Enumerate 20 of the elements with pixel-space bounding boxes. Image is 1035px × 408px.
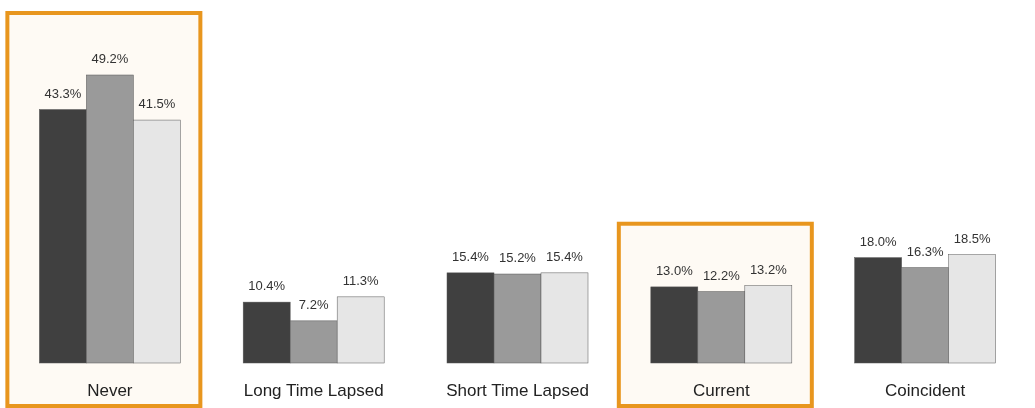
data-label: 49.2% (91, 51, 129, 66)
x-tick-label: Current (692, 381, 750, 400)
data-label: 18.5% (953, 230, 991, 246)
data-label: 7.2% (298, 296, 329, 312)
data-label: 41.5% (138, 96, 176, 112)
x-tick-label: Short Time Lapsed (446, 381, 589, 400)
data-label: 15.4% (452, 248, 490, 264)
data-label: 15.4% (546, 248, 584, 264)
data-label: 16.3% (906, 243, 944, 259)
x-tick-label: Never (87, 381, 133, 400)
x-tick-label: Coincident (884, 381, 966, 400)
data-label: 10.4% (248, 278, 286, 294)
data-label: 18.0% (859, 233, 897, 249)
data-label: 11.3% (342, 272, 380, 288)
data-label: 15.2% (499, 250, 537, 266)
data-label: 13.2% (749, 261, 788, 277)
data-label: 43.3% (44, 85, 82, 101)
data-label: 13.0% (655, 262, 694, 278)
data-label: 12.2% (702, 267, 741, 283)
x-tick-label: Long Time Lapsed (243, 381, 384, 400)
